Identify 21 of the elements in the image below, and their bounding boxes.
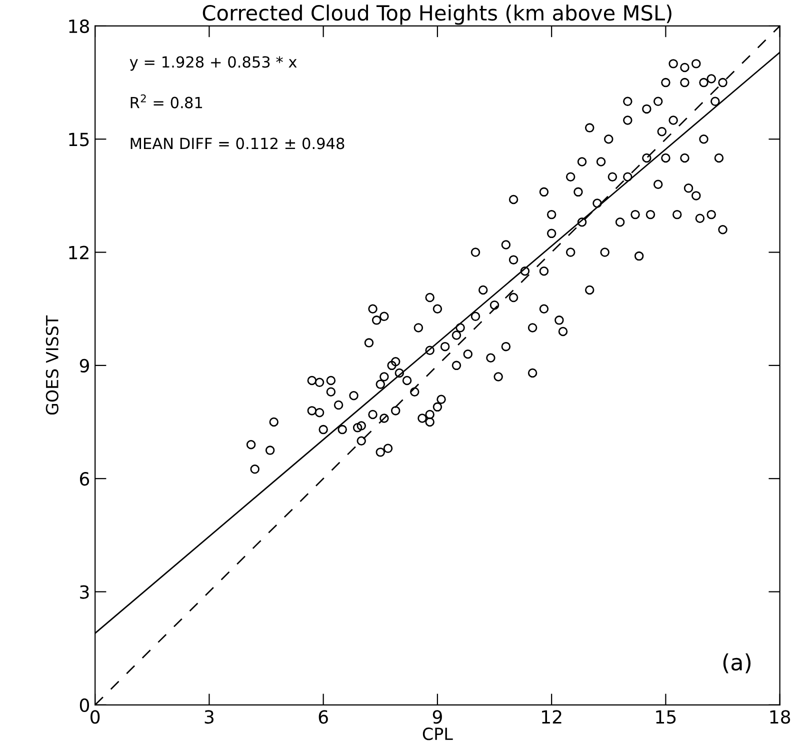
y-tick-label: 12 (69, 246, 88, 260)
y-tick-label: 18 (69, 19, 89, 34)
y-tick-label: 9 (80, 358, 89, 373)
y-axis-title: GOES VISST (46, 315, 58, 415)
annotation: MEAN DIFF = 0.112 ± 0.948 (130, 138, 344, 150)
y-tick-label: 0 (80, 698, 90, 712)
x-tick-label: 3 (204, 710, 214, 724)
x-tick-label: 18 (770, 710, 790, 724)
chart-title: Corrected Cloud Top Heights (km above MSL) (202, 4, 672, 25)
annotation: (a) (723, 653, 751, 674)
annotation: R$^{2}$ = 0.81 (130, 94, 202, 108)
x-tick-label: 15 (656, 710, 676, 724)
x-tick-label: 12 (542, 710, 562, 724)
x-tick-label: 9 (432, 710, 442, 724)
y-tick-label: 15 (69, 132, 89, 146)
x-tick-label: 6 (318, 710, 328, 724)
y-tick-label: 6 (80, 472, 90, 486)
x-tick-label: 0 (90, 710, 100, 724)
annotation: y = 1.928 + 0.853 * x (130, 56, 297, 71)
y-tick-label: 3 (80, 585, 89, 599)
x-axis-title: CPL (422, 728, 453, 740)
